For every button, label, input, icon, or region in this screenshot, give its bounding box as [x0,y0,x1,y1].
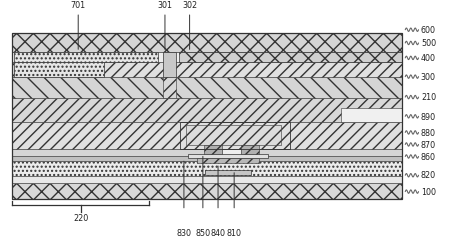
Bar [179,52,402,62]
Bar [12,33,402,199]
Text: 880: 880 [421,129,436,138]
Text: 220: 220 [73,214,88,223]
Text: 860: 860 [421,153,436,162]
Bar [341,108,402,122]
Bar [12,62,402,77]
Bar [188,154,268,159]
Bar [12,52,402,62]
Text: 840: 840 [210,229,226,238]
Bar [205,170,251,175]
Bar [163,77,176,98]
Text: 850: 850 [195,229,210,238]
Bar [197,159,259,163]
Text: 870: 870 [421,141,436,150]
Bar [12,161,402,176]
Text: 600: 600 [421,26,436,35]
Bar [163,52,176,77]
Text: 100: 100 [421,188,436,197]
Bar [14,52,158,62]
Bar [12,98,402,122]
Bar [12,183,402,199]
Bar [222,149,241,154]
Bar [180,122,290,149]
Text: 500: 500 [421,39,436,48]
Bar [12,149,402,157]
Text: 300: 300 [421,73,436,82]
Text: 701: 701 [71,1,86,10]
Bar [12,122,402,149]
Text: 820: 820 [421,172,436,181]
Bar [12,157,402,161]
Text: 302: 302 [182,1,197,10]
Bar [14,62,104,77]
Bar [12,33,402,52]
Text: 890: 890 [421,112,436,122]
Bar [186,125,281,145]
Bar [12,77,402,98]
Text: 301: 301 [157,1,173,10]
Text: 400: 400 [421,54,436,63]
Text: 830: 830 [176,229,191,238]
Bar [204,145,222,154]
Bar [12,176,402,183]
Text: 810: 810 [227,229,242,238]
Bar [241,145,259,154]
Text: 210: 210 [421,93,436,102]
